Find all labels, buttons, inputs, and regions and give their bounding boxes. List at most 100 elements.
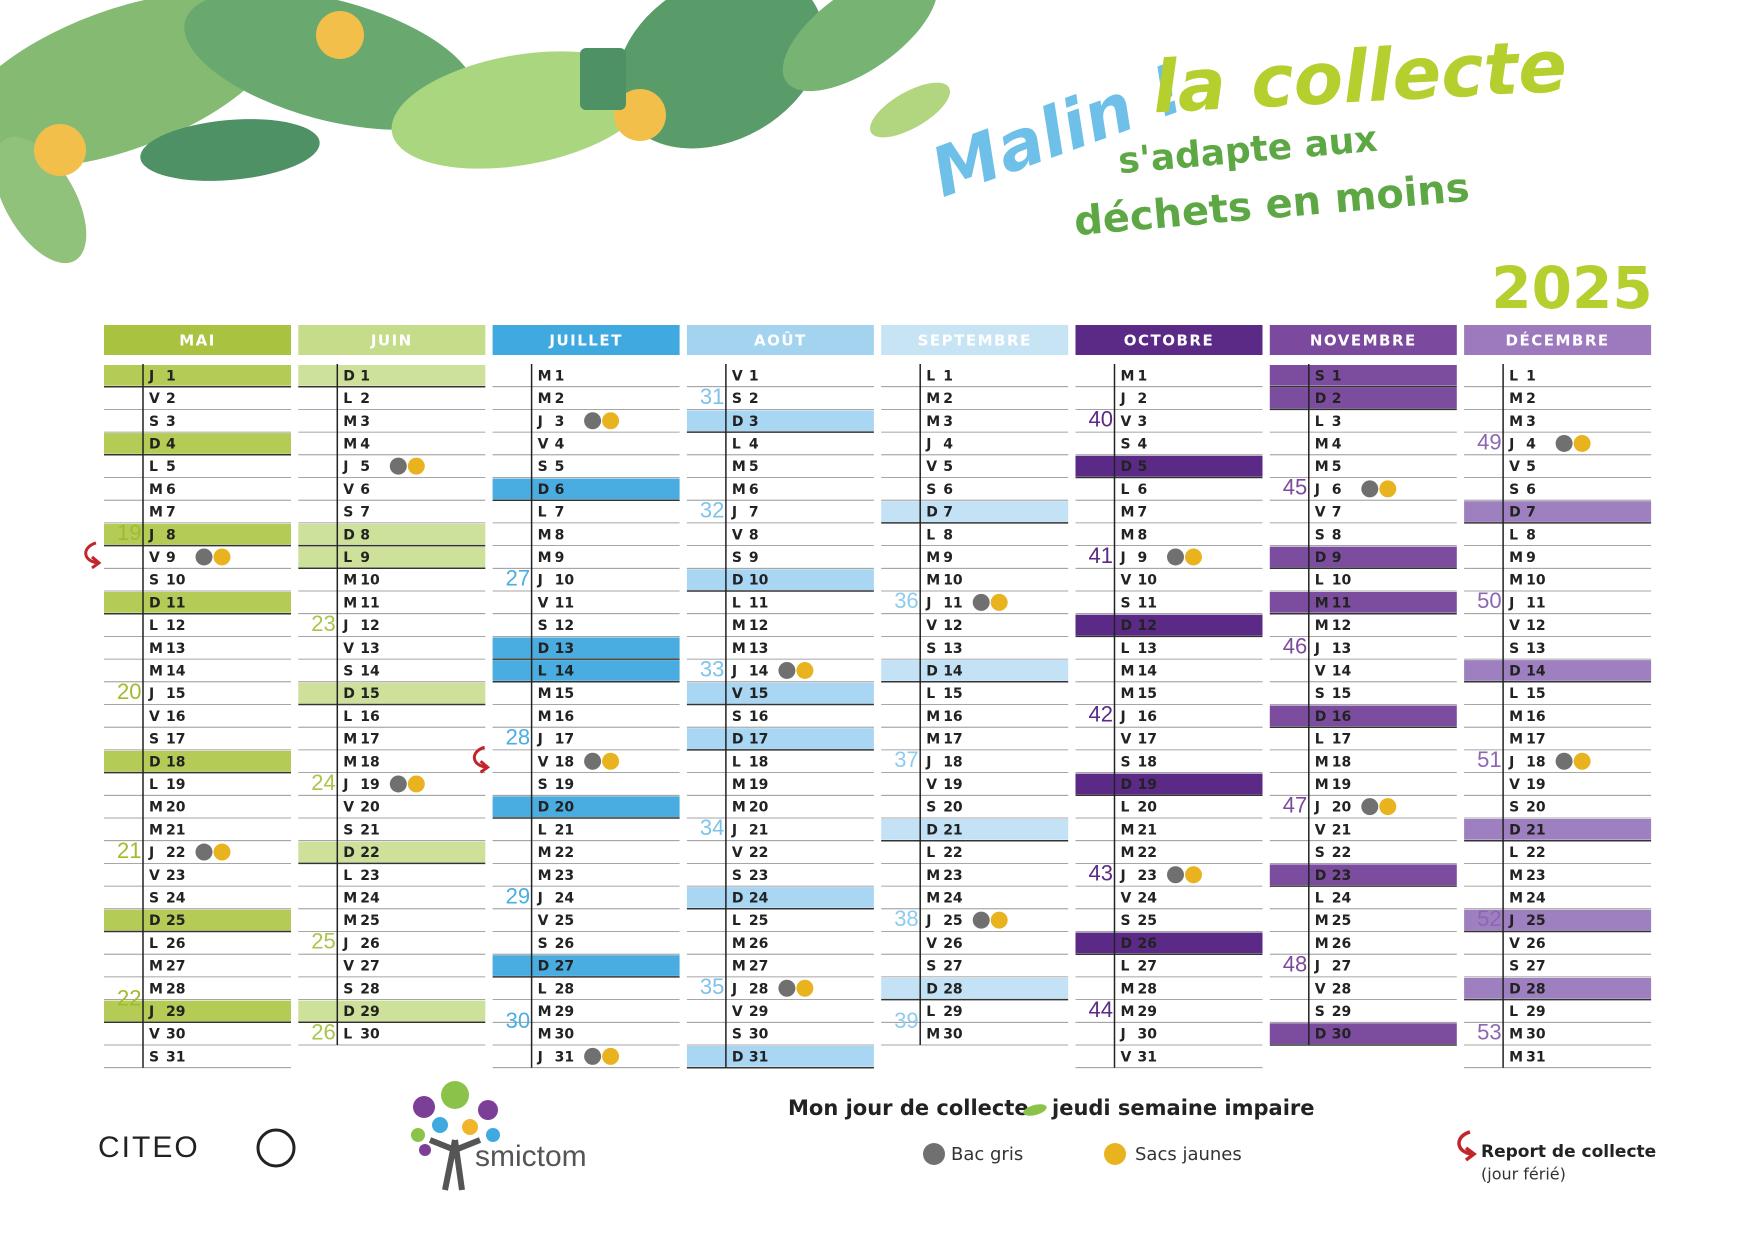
month-header: MAI	[179, 332, 216, 350]
legend-bin: Bac gris	[951, 1144, 1023, 1165]
day-letter: M	[538, 368, 552, 384]
day-letter: D	[926, 822, 938, 838]
day-letter: L	[926, 686, 935, 702]
day-letter: V	[538, 754, 549, 770]
day-letter: D	[1509, 981, 1521, 997]
day-number: 10	[360, 573, 380, 589]
day-number: 22	[1526, 845, 1545, 861]
bin-dot	[584, 412, 602, 430]
day-letter: J	[925, 595, 931, 611]
day-number: 4	[555, 436, 565, 452]
day-number: 1	[1332, 368, 1342, 384]
week-number: 41	[1089, 543, 1113, 568]
day-letter: D	[538, 482, 550, 498]
holiday-row	[1075, 932, 1263, 954]
day-number: 3	[1332, 414, 1342, 430]
day-letter: V	[1315, 981, 1326, 997]
day-letter: V	[732, 1004, 743, 1020]
day-number: 30	[1526, 1027, 1546, 1043]
day-number: 5	[943, 459, 953, 475]
day-letter: J	[537, 414, 543, 430]
day-number: 6	[749, 482, 759, 498]
week-number: 48	[1283, 951, 1307, 976]
week-number: 36	[894, 588, 918, 613]
day-number: 8	[360, 527, 370, 543]
bin-dot	[1361, 480, 1379, 498]
day-number: 16	[1332, 709, 1351, 725]
bags-dot	[796, 979, 814, 997]
holiday-row	[104, 1000, 291, 1022]
month-header: NOVEMBRE	[1310, 332, 1417, 350]
day-letter: M	[343, 573, 357, 589]
day-number: 28	[555, 981, 574, 997]
month-header: JUILLET	[548, 332, 622, 350]
day-letter: M	[1315, 459, 1329, 475]
legend-title: Mon jour de collecte	[788, 1096, 1029, 1120]
day-number: 28	[749, 981, 768, 997]
day-number: 1	[749, 368, 759, 384]
day-number: 15	[1332, 686, 1351, 702]
day-number: 8	[166, 527, 176, 543]
day-number: 17	[360, 732, 379, 748]
leaf-decoration	[0, 0, 950, 264]
week-number: 25	[311, 929, 335, 954]
week-number: 32	[700, 497, 724, 522]
day-number: 10	[1138, 573, 1158, 589]
day-number: 1	[1526, 368, 1536, 384]
day-number: 28	[166, 981, 185, 997]
day-letter: S	[149, 414, 159, 430]
day-number: 21	[749, 822, 768, 838]
day-letter: V	[1509, 459, 1520, 475]
day-number: 3	[360, 414, 370, 430]
day-number: 13	[1332, 641, 1351, 657]
holiday-row	[881, 819, 1069, 840]
day-number: 1	[360, 368, 370, 384]
day-letter: J	[148, 368, 154, 384]
week-number: 49	[1477, 429, 1501, 454]
day-number: 5	[1332, 459, 1342, 475]
bags-dot	[1185, 866, 1202, 884]
day-number: 17	[1138, 732, 1157, 748]
week-number: 45	[1283, 475, 1307, 500]
day-number: 20	[1526, 800, 1546, 816]
day-letter: L	[149, 618, 158, 634]
bin-dot	[1167, 548, 1184, 566]
day-number: 1	[943, 368, 953, 384]
day-letter: M	[538, 527, 552, 543]
day-number: 15	[360, 686, 379, 702]
day-number: 22	[943, 845, 962, 861]
day-letter: M	[1121, 527, 1135, 543]
day-number: 12	[555, 618, 574, 634]
day-number: 23	[1138, 868, 1157, 884]
day-number: 17	[749, 732, 768, 748]
day-number: 9	[1138, 550, 1148, 566]
day-number: 5	[360, 459, 370, 475]
day-number: 10	[749, 573, 769, 589]
day-letter: M	[1121, 822, 1135, 838]
day-letter: M	[1509, 391, 1523, 407]
day-letter: S	[343, 981, 353, 997]
day-letter: M	[343, 436, 357, 452]
holiday-row	[1464, 660, 1652, 681]
week-number: 51	[1477, 747, 1501, 772]
day-letter: M	[1509, 1049, 1523, 1065]
day-letter: M	[343, 890, 357, 906]
day-letter: M	[732, 459, 746, 475]
day-letter: M	[343, 754, 357, 770]
holiday-row	[1464, 977, 1652, 999]
day-letter: J	[1508, 754, 1514, 770]
day-letter: D	[538, 959, 550, 975]
day-letter: L	[926, 527, 935, 543]
day-number: 26	[1332, 936, 1351, 952]
day-letter: M	[1315, 913, 1329, 929]
day-letter: J	[925, 913, 931, 929]
day-letter: S	[149, 1049, 159, 1065]
day-number: 22	[166, 845, 185, 861]
bags-dot	[407, 457, 425, 475]
day-letter: V	[1509, 936, 1520, 952]
day-number: 28	[1138, 981, 1157, 997]
day-number: 24	[555, 890, 575, 906]
day-letter: D	[1121, 936, 1133, 952]
title: Malin ! la collecte s'adapte aux déchets…	[921, 24, 1652, 322]
